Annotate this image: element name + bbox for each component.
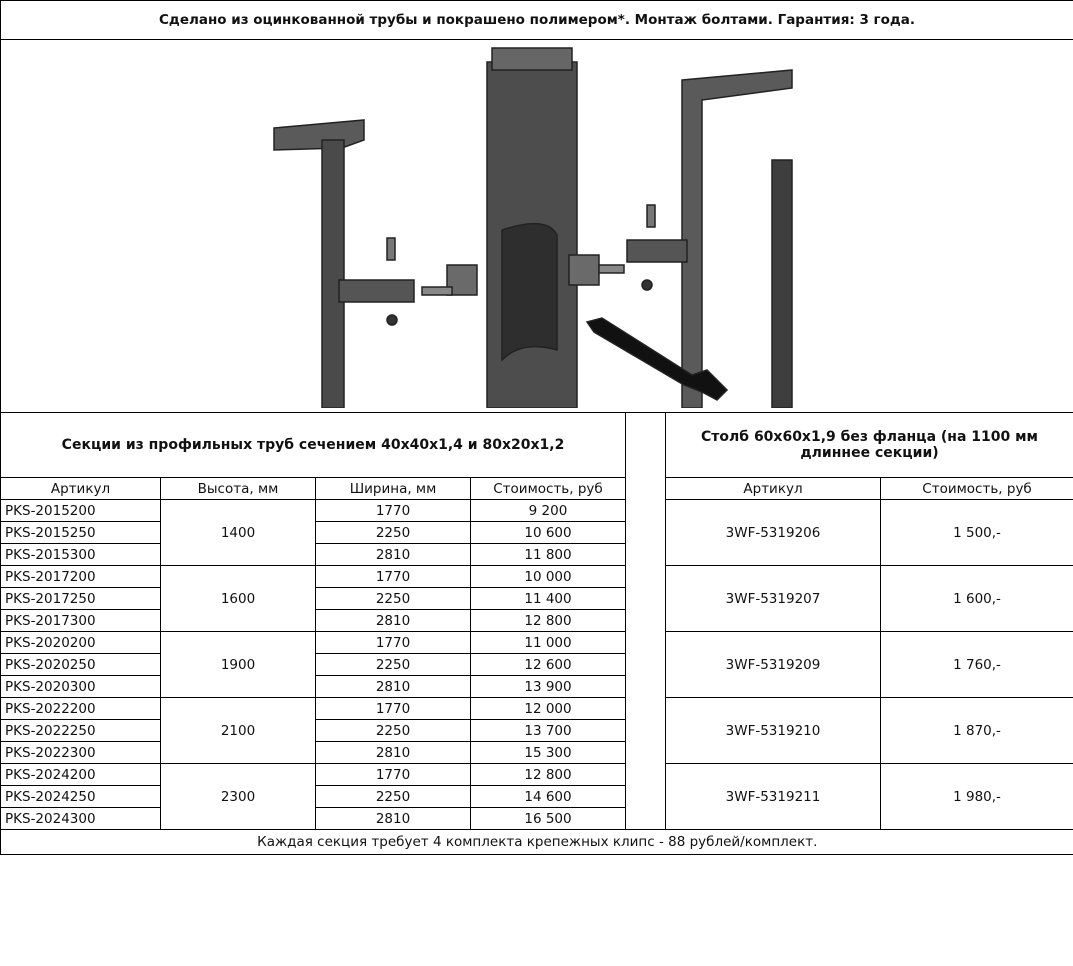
article: PKS-2015250 — [0, 521, 161, 544]
article: PKS-2022250 — [0, 719, 161, 742]
price: 9 200 — [470, 499, 626, 522]
width: 1770 — [315, 565, 471, 588]
post-article: 3WF-5319211 — [665, 763, 881, 830]
price: 13 900 — [470, 675, 626, 698]
column-header: Стоимость, руб — [879, 477, 1073, 500]
width: 1770 — [315, 631, 471, 654]
price: 11 000 — [470, 631, 626, 654]
table-row: PKS-2020250 2250 12 600 — [0, 653, 1073, 676]
column-header: Артикул — [0, 477, 161, 500]
post-price: 1 500,- — [879, 499, 1073, 566]
article: PKS-2017250 — [0, 587, 161, 610]
price: 14 600 — [470, 785, 626, 808]
illustration-cell — [0, 39, 1073, 413]
price: 10 000 — [470, 565, 626, 588]
header-text: Сделано из оцинкованной трубы и покрашен… — [0, 0, 1073, 40]
price: 11 400 — [470, 587, 626, 610]
table-row: PKS-2024300 2810 16 500 — [0, 807, 1073, 830]
gap-cell — [625, 412, 666, 830]
width: 1770 — [315, 499, 471, 522]
section-title: Столб 60x60x1,9 без фланца (на 1100 мм д… — [664, 412, 1073, 478]
article: PKS-2017200 — [0, 565, 161, 588]
post-article: 3WF-5319207 — [665, 565, 881, 632]
table-row: Каждая секция требует 4 комплекта крепеж… — [0, 829, 1073, 855]
table-row: PKS-2020200 1900 1770 11 000 3WF-5319209 1 76… — [0, 631, 1073, 698]
column-header: Артикул — [665, 477, 881, 500]
price: 16 500 — [470, 807, 626, 830]
height: 1400 — [160, 499, 316, 566]
height: 1900 — [160, 631, 316, 698]
width: 2250 — [315, 521, 471, 544]
article: PKS-2015200 — [0, 499, 161, 522]
post-price: 1 600,- — [879, 565, 1073, 632]
price: 12 800 — [470, 609, 626, 632]
article: PKS-2020250 — [0, 653, 161, 676]
table-row: Артикул Высота, мм Ширина, мм Стоимость, ру… — [0, 477, 1073, 500]
table-row: PKS-2017250 2250 11 400 — [0, 587, 1073, 610]
article: PKS-2020300 — [0, 675, 161, 698]
article: PKS-2022200 — [0, 697, 161, 720]
width: 2810 — [315, 741, 471, 764]
article: PKS-2015300 — [0, 543, 161, 566]
price: 15 300 — [470, 741, 626, 764]
table-row: Секции из профильных труб сечением 40x40… — [0, 412, 1073, 830]
price: 10 600 — [470, 521, 626, 544]
width: 2810 — [315, 543, 471, 566]
width: 2250 — [315, 587, 471, 610]
height: 1600 — [160, 565, 316, 632]
article: PKS-2024250 — [0, 785, 161, 808]
post-article: 3WF-5319206 — [665, 499, 881, 566]
width: 1770 — [315, 697, 471, 720]
table-row: PKS-2020300 2810 13 900 — [0, 675, 1073, 698]
table-row: PKS-2017300 2810 12 800 — [0, 609, 1073, 632]
post-article: 3WF-5319209 — [665, 631, 881, 698]
article: PKS-2017300 — [0, 609, 161, 632]
width: 2250 — [315, 653, 471, 676]
article: PKS-2022300 — [0, 741, 161, 764]
price: 12 800 — [470, 763, 626, 786]
price-table: Сделано из оцинкованной трубы и покрашен… — [0, 0, 1073, 855]
table-row: PKS-2022200 2100 1770 12 000 3WF-5319210 1 87… — [0, 697, 1073, 764]
height: 2300 — [160, 763, 316, 830]
post-price: 1 870,- — [879, 697, 1073, 764]
column-header: Высота, мм — [160, 477, 316, 500]
price: 12 000 — [470, 697, 626, 720]
post-price: 1 760,- — [879, 631, 1073, 698]
price: 12 600 — [470, 653, 626, 676]
illustration — [272, 47, 793, 409]
width: 1770 — [315, 763, 471, 786]
table-row: PKS-2022300 2810 15 300 — [0, 741, 1073, 764]
article: PKS-2020200 — [0, 631, 161, 654]
width: 2810 — [315, 807, 471, 830]
table-row: PKS-2024200 2300 1770 12 800 3WF-5319211 1 98… — [0, 763, 1073, 830]
width: 2810 — [315, 675, 471, 698]
footer-note: Каждая секция требует 4 комплекта крепеж… — [0, 829, 1073, 855]
price: 13 700 — [470, 719, 626, 742]
width: 2250 — [315, 719, 471, 742]
height: 2100 — [160, 697, 316, 764]
table-row: PKS-2017200 1600 1770 10 000 3WF-5319207 1 60… — [0, 565, 1073, 632]
column-header: Ширина, мм — [315, 477, 471, 500]
column-header: Стоимость, руб — [470, 477, 626, 500]
table-row: PKS-2015300 2810 11 800 — [0, 543, 1073, 566]
section-title: Секции из профильных труб сечением 40x40… — [0, 412, 626, 478]
post-article: 3WF-5319210 — [665, 697, 881, 764]
article: PKS-2024300 — [0, 807, 161, 830]
post-price: 1 980,- — [879, 763, 1073, 830]
width: 2810 — [315, 609, 471, 632]
table-row: PKS-2015200 1400 1770 9 200 3WF-5319206 1 500… — [0, 499, 1073, 566]
width: 2250 — [315, 785, 471, 808]
article: PKS-2024200 — [0, 763, 161, 786]
price: 11 800 — [470, 543, 626, 566]
